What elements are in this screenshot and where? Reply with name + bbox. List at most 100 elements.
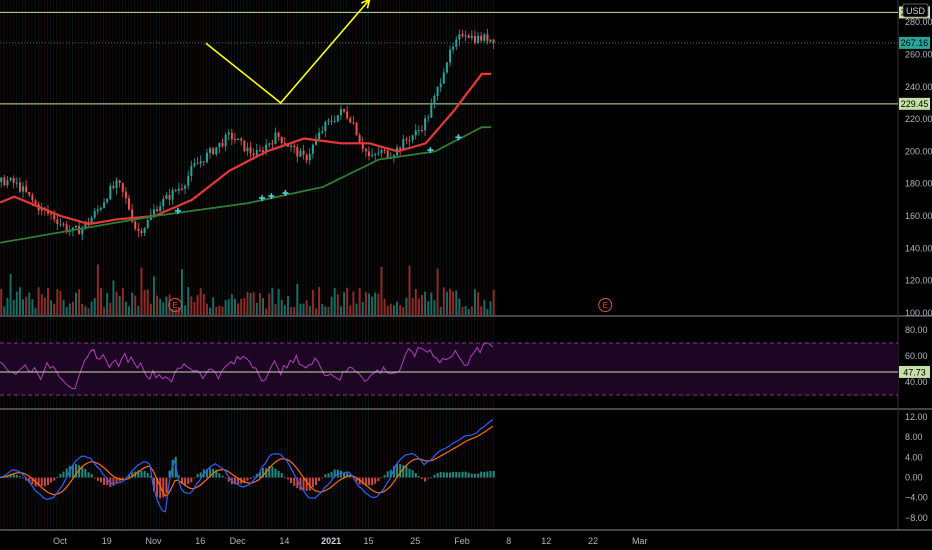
macd-histogram-bar	[168, 470, 171, 478]
background-streak	[286, 0, 288, 530]
candle-body	[131, 209, 134, 222]
macd-histogram-bar	[258, 472, 261, 478]
macd-histogram-bar	[339, 470, 342, 478]
volume-bar	[361, 302, 364, 315]
macd-histogram-bar	[271, 466, 274, 478]
macd-histogram-bar	[159, 477, 162, 499]
volume-bar	[81, 304, 84, 315]
volume-bar	[277, 289, 280, 315]
volume-bar	[483, 300, 486, 315]
volume-bar	[115, 291, 118, 315]
macd-histogram-bar	[420, 477, 423, 479]
background-streak	[246, 0, 248, 530]
earnings-marker[interactable]	[168, 298, 183, 312]
macd-pane[interactable]: −8.00 −4.00 0.00 4.00 8.00 12.00	[0, 412, 928, 523]
candle-body	[367, 151, 370, 156]
background-streak	[367, 0, 369, 530]
volume-bar	[22, 299, 25, 315]
candle-body	[492, 39, 495, 43]
background-streak	[283, 0, 285, 530]
candle-body	[128, 198, 131, 210]
candle-body	[330, 120, 333, 122]
macd-histogram-bar	[302, 477, 305, 491]
background-streak	[433, 0, 435, 530]
earnings-marker[interactable]	[598, 298, 613, 312]
volume-bar	[0, 289, 3, 315]
candle-body	[209, 148, 212, 153]
volume-bar	[25, 296, 28, 315]
candle-body	[156, 209, 159, 212]
volume-bar	[411, 297, 414, 315]
candle-body	[205, 152, 208, 163]
volume-bar	[420, 294, 423, 315]
volume-bar	[308, 306, 311, 315]
volume-bar	[224, 299, 227, 315]
background-streak	[112, 0, 114, 530]
candle-body	[371, 154, 374, 156]
macd-histogram-bar	[78, 465, 81, 478]
volume-bar	[296, 283, 299, 315]
macd-histogram-bar	[81, 466, 84, 478]
volume-bar	[37, 287, 40, 315]
candle-body	[296, 147, 299, 157]
volume-bar	[87, 308, 90, 315]
candle-body	[427, 117, 430, 119]
candle-body	[143, 227, 146, 233]
price-axis[interactable]: 100.00 120.00 140.00 160.00 180.00 200.00 220.…	[905, 17, 932, 318]
background-streak	[452, 0, 454, 530]
macd-signal-line	[0, 425, 494, 497]
macd-histogram-bar	[371, 477, 374, 486]
macd-histogram-bar	[180, 477, 183, 484]
background-streak	[152, 0, 154, 530]
time-axis[interactable]: Oct 19 Nov 16 Dec 14 2021 15 25 Feb 8 12 22 Mar	[0, 529, 932, 546]
background-streak	[449, 0, 451, 530]
background-streak	[470, 0, 472, 530]
macd-histogram-bar	[190, 477, 193, 483]
background-streak	[87, 0, 89, 530]
background-streak	[386, 0, 388, 530]
currency-button-label: USD	[906, 6, 926, 16]
volume-bar	[424, 291, 427, 315]
background-streak	[124, 0, 126, 530]
volume-bar	[355, 303, 358, 315]
background-streak	[81, 0, 83, 530]
projection-path[interactable]	[205, 0, 371, 105]
volume-bar	[280, 299, 283, 315]
background-streak	[330, 0, 332, 530]
currency-button[interactable]: USD	[902, 3, 929, 18]
background-streak	[467, 0, 469, 530]
background-streak	[399, 0, 401, 530]
volume-bar	[202, 294, 205, 315]
volume-bars	[0, 264, 495, 315]
volume-bar	[40, 294, 43, 315]
macd-histogram-bar	[408, 468, 411, 478]
candle-body	[302, 150, 305, 155]
macd-histogram-bar	[156, 477, 159, 497]
moving-averages	[0, 72, 492, 244]
candle-body	[321, 131, 324, 133]
candle-body	[96, 209, 99, 212]
candle-body	[28, 191, 31, 196]
candle-body	[249, 147, 252, 154]
macd-histogram-bar	[461, 471, 464, 478]
volume-bar	[212, 297, 215, 315]
volume-bar	[18, 287, 21, 315]
rsi-axis-tick: 60.00	[905, 351, 928, 361]
macd-histogram-bar	[221, 475, 224, 478]
volume-bar	[377, 293, 380, 315]
volume-bar	[71, 301, 74, 315]
macd-histogram-bar	[193, 477, 196, 479]
background-streak	[458, 0, 460, 530]
candle-body	[243, 140, 246, 152]
projection-drawing[interactable]	[205, 0, 371, 105]
candle-body	[442, 72, 445, 84]
candle-body	[420, 130, 423, 132]
background-streak	[436, 0, 438, 530]
candle-body	[53, 214, 56, 220]
volume-bar	[6, 298, 9, 315]
price-pane[interactable]	[0, 0, 932, 530]
candle-body	[106, 199, 109, 203]
